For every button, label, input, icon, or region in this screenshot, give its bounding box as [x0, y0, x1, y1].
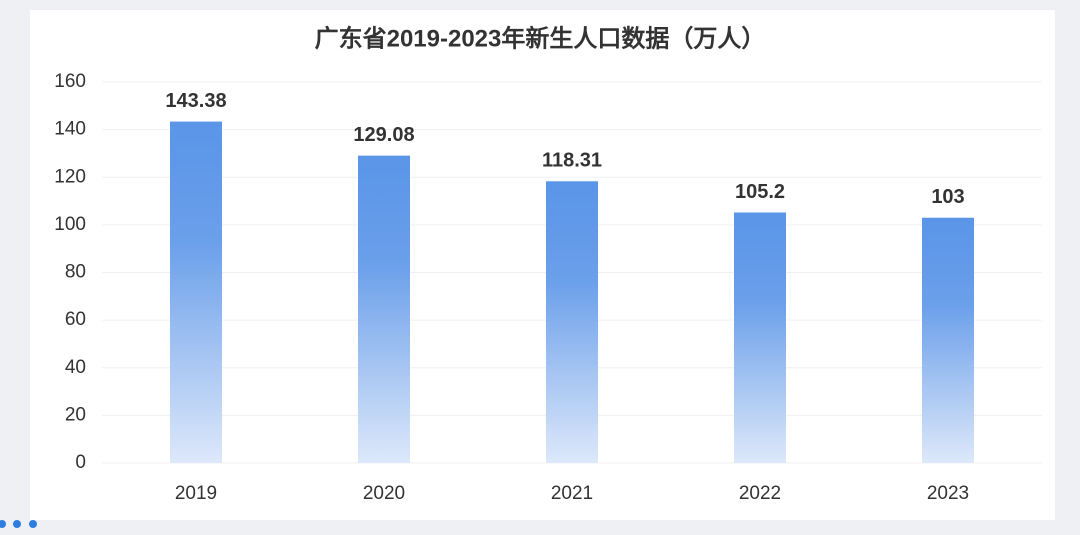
y-tick-label: 140 — [54, 119, 86, 140]
bar — [734, 212, 786, 463]
decor-dot — [13, 520, 21, 528]
y-tick-label: 120 — [54, 166, 86, 187]
y-tick-label: 100 — [54, 214, 86, 235]
bar — [546, 181, 598, 464]
data-label: 105.2 — [735, 181, 785, 203]
y-tick-label: 60 — [65, 309, 86, 330]
data-label: 118.31 — [542, 150, 602, 172]
x-tick-label: 2022 — [739, 483, 781, 504]
x-tick-label: 2021 — [551, 483, 593, 504]
bar — [170, 121, 222, 463]
data-label: 129.08 — [353, 124, 414, 146]
x-tick-label: 2019 — [175, 483, 217, 504]
bar — [358, 155, 410, 464]
y-tick-label: 0 — [75, 452, 86, 473]
x-tick-label: 2020 — [363, 483, 405, 504]
y-tick-label: 160 — [54, 71, 86, 92]
bar — [922, 217, 974, 463]
y-tick-label: 40 — [65, 357, 86, 378]
data-label: 103 — [931, 186, 964, 208]
data-label: 143.38 — [165, 90, 226, 112]
chart-title: 广东省2019-2023年新生人口数据（万人） — [315, 24, 766, 52]
y-tick-label: 80 — [65, 262, 86, 283]
decor-dot — [0, 520, 6, 528]
y-tick-label: 20 — [65, 404, 86, 425]
decor-dot — [29, 520, 37, 528]
x-tick-label: 2023 — [927, 483, 969, 504]
